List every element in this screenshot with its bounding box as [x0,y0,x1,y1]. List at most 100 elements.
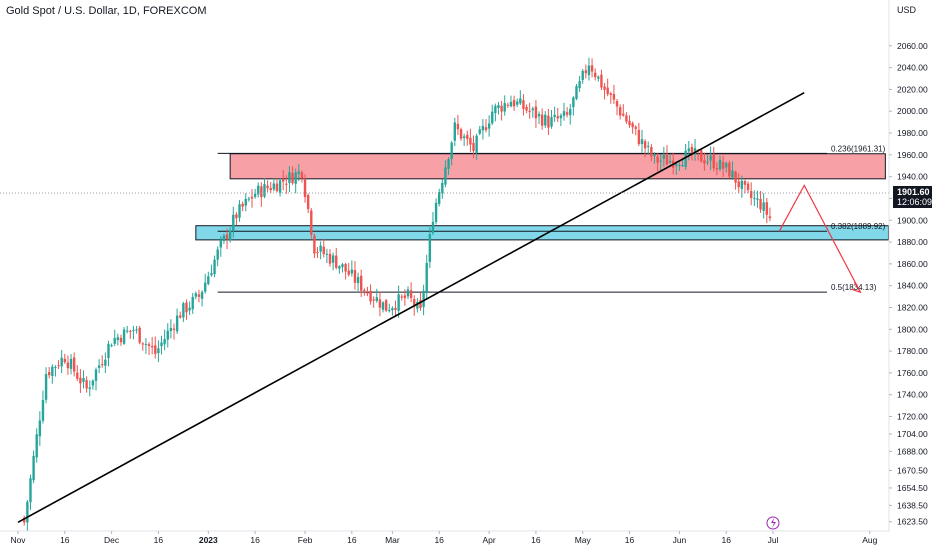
candle-body [706,161,709,163]
candle-body [725,163,728,168]
candle-body [66,362,70,369]
candle-body [197,294,201,297]
candle-body [668,160,672,163]
y-tick-label: 2020.00 [897,84,928,94]
candle-body [328,253,332,264]
candle-body [72,357,76,372]
symbol-title[interactable]: Gold Spot / U.S. Dollar, 1D, FOREXCOM [6,5,207,17]
candle-body [353,270,357,283]
candle-body [762,202,765,211]
candle-body [232,214,235,231]
candle-body [650,147,653,157]
candle-body [235,214,238,219]
candle-body [746,183,750,191]
candle-body [740,180,744,189]
candle-body [129,330,132,332]
candle-body [612,93,616,100]
candle-body [101,364,104,366]
candle-body [360,275,363,291]
candle-body [310,210,313,235]
candle-body [491,111,494,124]
candle-body [687,148,690,152]
candle-body [35,434,38,458]
candle-body [338,266,341,269]
candle-body [200,291,204,299]
candle-body [438,192,441,204]
candle-body [228,230,232,241]
fib-level-label: 0.382(1889.92) [831,222,886,231]
currency-label[interactable]: USD [897,5,917,15]
y-tick-label: 1800.00 [897,324,928,334]
candle-body [625,115,628,122]
candle-body [38,420,42,437]
candle-body [590,65,594,72]
candle-body [381,302,385,310]
candle-body [63,358,66,363]
candle-body [335,255,338,268]
candle-body [138,327,141,343]
candle-body [765,202,768,215]
fib-level-label: 0.5(1834.13) [831,283,877,292]
candle-body [88,387,91,389]
candle-body [344,264,347,272]
candle-body [300,172,304,179]
y-tick-label: 2060.00 [897,41,928,51]
x-tick-label: Apr [483,535,496,545]
candle-body [150,345,154,348]
candle-body [718,159,722,170]
candle-body [23,517,26,523]
candle-body [319,245,322,252]
candle-body [191,296,194,310]
candle-body [734,171,737,183]
candle-body [615,100,619,107]
candle-body [678,165,681,167]
candle-body [188,307,191,311]
price-axis[interactable]: 2060.00 2040.00 2020.00 2000.00 1980.00 1960.… [889,41,928,527]
candle-body [709,155,712,161]
candle-body [260,186,263,198]
candle-body [116,337,120,341]
candle-body [244,198,247,206]
candle-body [413,299,416,307]
candle-body [447,159,450,169]
candle-body [388,310,391,312]
candle-body [285,183,288,185]
candle-body [57,365,60,367]
y-tick-label: 2000.00 [897,106,928,116]
y-tick-label: 1688.00 [897,446,928,456]
candle-body [693,148,697,155]
candle-body [269,188,272,191]
candle-body [516,101,519,105]
candle-body [597,76,600,79]
candle-body [179,315,182,318]
candle-body [681,165,684,167]
candle-body [553,114,556,118]
x-tick-label: Nov [10,535,26,545]
candle-body [253,193,257,197]
candle-body [659,160,662,162]
candle-body [531,108,534,111]
candle-body [119,337,123,343]
candle-body [647,145,650,147]
candle-body [263,184,266,197]
y-tick-label: 2040.00 [897,63,928,73]
y-tick-label: 1900.00 [897,215,928,225]
candle-body [51,366,54,376]
candle-body [456,123,460,130]
time-axis[interactable]: Nov 16 Dec 16 2023 16 Feb 16 Mar 16 Apr 16 May 16 Jun 1… [10,531,878,545]
y-tick-label: 1880.00 [897,237,928,247]
candle-body [768,216,772,219]
candle-body [547,115,550,128]
candle-body [350,269,354,274]
candle-body [204,282,207,292]
x-tick-label: 16 [347,535,357,545]
candle-body [609,93,612,95]
candle-body [643,141,647,149]
candle-body [97,365,101,368]
candle-body [238,204,241,218]
candle-body [737,181,740,188]
candle-body [79,377,82,384]
x-tick-label: 16 [60,535,70,545]
candle-body [257,185,260,195]
